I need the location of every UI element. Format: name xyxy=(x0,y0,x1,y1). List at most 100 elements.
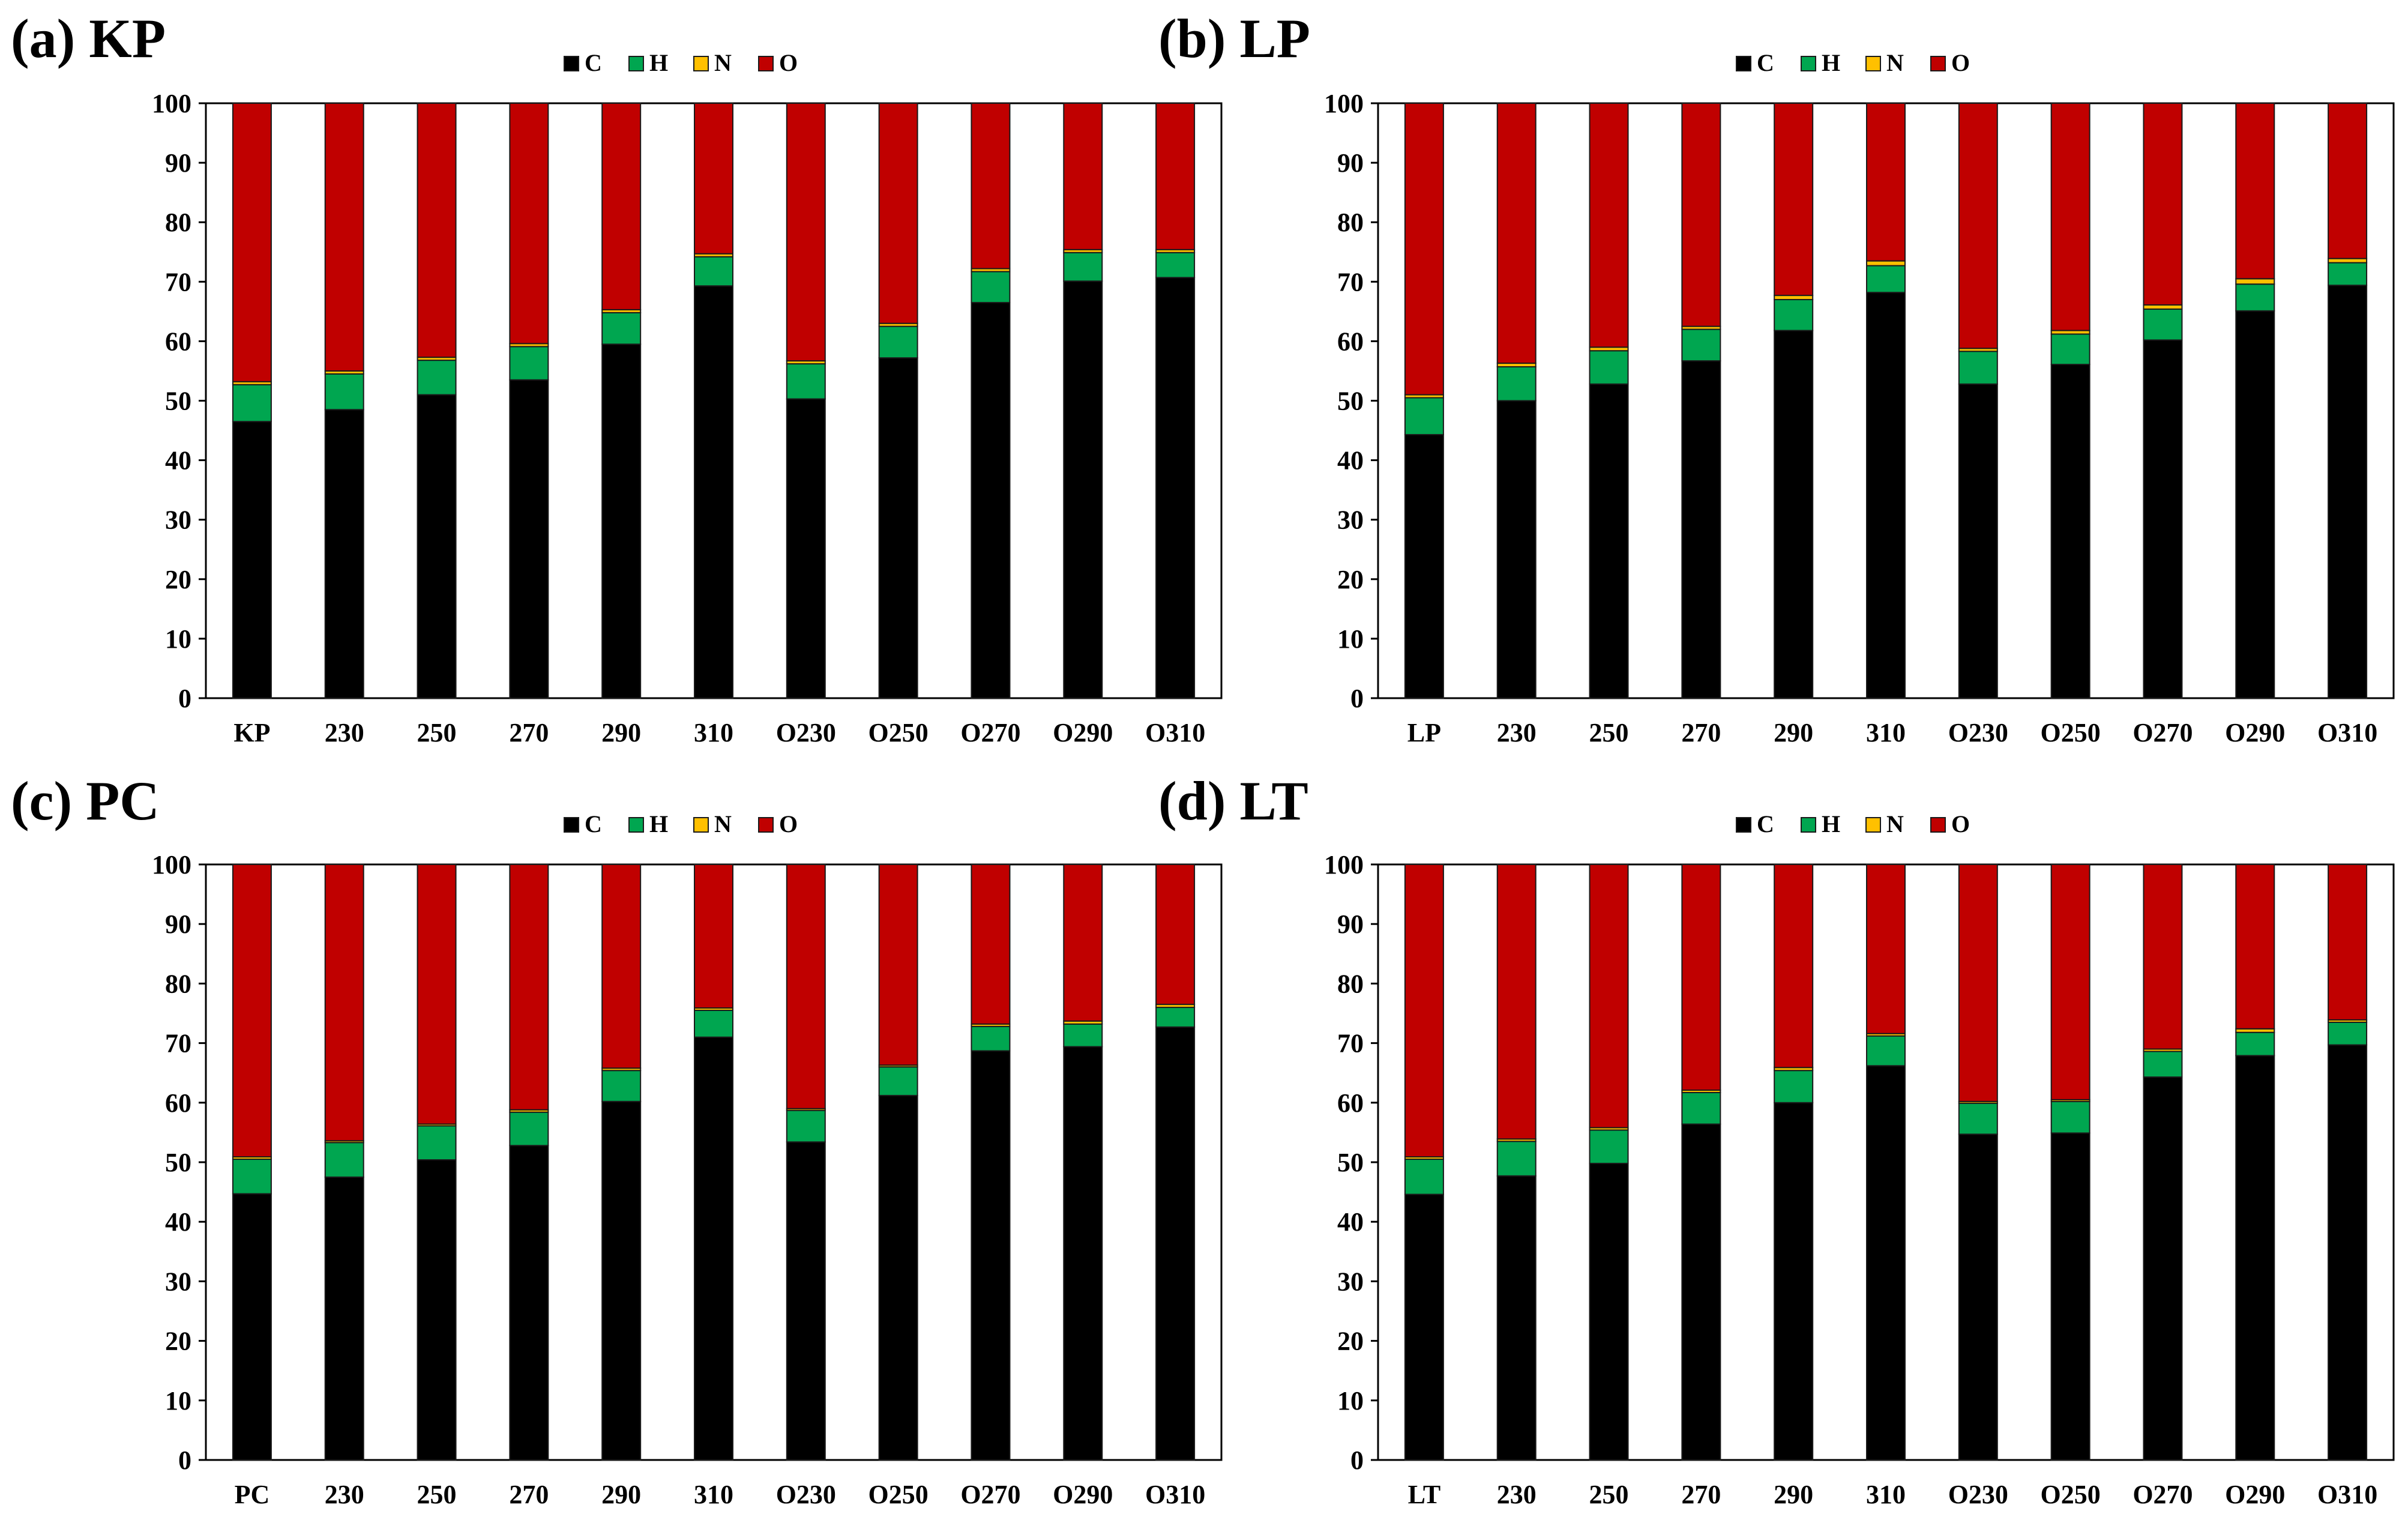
y-tick-label: 10 xyxy=(1337,624,1364,654)
y-tick-label: 80 xyxy=(165,969,191,998)
bar-segment-C-310 xyxy=(1866,1065,1906,1461)
bar-segment-H-310 xyxy=(694,256,733,287)
panel-title: (d) LT xyxy=(1158,770,1308,831)
legend-label-N: N xyxy=(1886,49,1904,76)
bar-segment-H-O310 xyxy=(1155,252,1196,279)
y-tick-label: 20 xyxy=(1337,565,1364,594)
bar-segment-H-230 xyxy=(1496,1141,1537,1177)
bar-segment-O-O310 xyxy=(1155,103,1196,250)
bar-segment-O-LT xyxy=(1404,864,1444,1158)
bar-segment-H-O250 xyxy=(878,325,918,359)
bar-segment-O-310 xyxy=(694,864,733,1009)
x-tick-label: 290 xyxy=(601,718,641,747)
bar-segment-C-O250 xyxy=(878,357,918,699)
bar-segment-C-250 xyxy=(417,394,457,699)
bar-segment-N-O310 xyxy=(2328,258,2368,264)
y-tick-label: 0 xyxy=(178,684,191,713)
bar-segment-O-290 xyxy=(601,864,642,1069)
legend-swatch-H xyxy=(628,817,644,833)
bar-segment-O-O290 xyxy=(1063,864,1103,1022)
y-tick-label: 20 xyxy=(1337,1327,1364,1356)
legend-swatch-O xyxy=(758,56,774,71)
y-tick-label: 80 xyxy=(1337,969,1364,998)
x-tick-label: O250 xyxy=(2041,718,2101,747)
bar-segment-H-O290 xyxy=(1063,1023,1103,1048)
bar-segment-H-250 xyxy=(417,360,457,396)
bar-segment-O-230 xyxy=(324,864,364,1142)
y-tick-label: 30 xyxy=(1337,1267,1364,1296)
bar-segment-H-O270 xyxy=(971,1025,1011,1052)
bar-segment-C-O230 xyxy=(786,1141,826,1461)
bar-segment-C-O250 xyxy=(2050,364,2090,699)
y-tick-label: 40 xyxy=(1337,446,1364,475)
bar-segment-H-O230 xyxy=(786,1109,826,1143)
bar-segment-H-KP xyxy=(232,384,272,423)
legend-swatch-N xyxy=(693,817,709,833)
x-tick-label: 290 xyxy=(1774,718,1813,747)
bar-segment-N-290 xyxy=(1774,295,1814,301)
bar-segment-H-250 xyxy=(1589,350,1629,385)
bar-segment-O-O250 xyxy=(878,103,918,324)
chart-panel-1: (b) LP 0 10 20 30 40 50 60 70 80 90 100 LP 230 250 270 2… xyxy=(1158,8,2395,747)
bar-segment-C-O290 xyxy=(2235,1055,2275,1461)
x-tick-label: 250 xyxy=(417,1480,457,1509)
legend-label-C: C xyxy=(585,810,602,837)
x-tick-label: 230 xyxy=(1497,718,1537,747)
legend-label-O: O xyxy=(1951,49,1970,76)
bar-segment-C-290 xyxy=(1774,1102,1814,1461)
bar-segment-C-O250 xyxy=(2050,1132,2090,1461)
bar-segment-H-PC xyxy=(232,1159,272,1195)
bar-segment-O-O310 xyxy=(1155,864,1196,1006)
bar-segment-O-O270 xyxy=(971,103,1011,270)
bar-segment-H-O310 xyxy=(1155,1007,1196,1028)
x-tick-label: 230 xyxy=(325,718,364,747)
legend-label-N: N xyxy=(714,810,732,837)
panel-title: (b) LP xyxy=(1158,8,1310,69)
bar-segment-N-O290 xyxy=(2235,278,2275,285)
bar-segment-O-O250 xyxy=(2050,103,2090,331)
x-tick-label: O230 xyxy=(1948,1480,2008,1509)
bar-segment-O-270 xyxy=(509,103,549,345)
bar-segment-O-250 xyxy=(417,864,457,1125)
bar-segment-C-LP xyxy=(1404,433,1444,699)
bar-segment-C-O290 xyxy=(1063,1046,1103,1461)
y-tick-label: 60 xyxy=(1337,1088,1364,1118)
x-tick-label: O290 xyxy=(2225,1480,2285,1509)
legend-swatch-H xyxy=(1801,56,1816,71)
y-tick-label: 30 xyxy=(1337,505,1364,535)
bar-segment-H-O250 xyxy=(2050,333,2090,366)
legend-label-O: O xyxy=(1951,810,1970,837)
y-tick-label: 10 xyxy=(165,1386,191,1416)
x-tick-label: O230 xyxy=(1948,718,2008,747)
bar-segment-C-310 xyxy=(694,285,733,699)
bar-segment-O-O230 xyxy=(786,864,826,1109)
chart-panel-0: (a) KP 0 10 20 30 40 50 60 70 80 90 100 KP 230 250 270 2… xyxy=(11,8,1223,747)
y-tick-label: 80 xyxy=(165,208,191,237)
bar-segment-O-250 xyxy=(417,103,457,358)
x-tick-label: O270 xyxy=(960,718,1020,747)
bar-segment-C-230 xyxy=(324,409,364,699)
legend-swatch-H xyxy=(1801,817,1816,833)
y-tick-label: 70 xyxy=(165,1029,191,1058)
x-tick-label: O270 xyxy=(2133,1480,2193,1509)
bar-segment-C-270 xyxy=(1681,360,1721,699)
bar-segment-O-KP xyxy=(232,103,272,382)
bar-segment-H-O270 xyxy=(2143,308,2183,341)
x-tick-label: 250 xyxy=(1589,718,1629,747)
panel-title: (c) PC xyxy=(11,770,160,831)
x-tick-label: 270 xyxy=(509,718,549,747)
bar-segment-N-O270 xyxy=(2143,304,2183,310)
legend-swatch-C xyxy=(564,817,579,833)
x-tick-label: 250 xyxy=(417,718,457,747)
bar-segment-C-KP xyxy=(232,421,272,699)
bar-segment-H-O290 xyxy=(1063,252,1103,282)
bar-segment-H-290 xyxy=(601,312,642,345)
x-tick-label: O310 xyxy=(1145,718,1205,747)
bar-segment-C-O270 xyxy=(971,1050,1011,1461)
bar-segment-H-LT xyxy=(1404,1159,1444,1195)
bar-segment-H-O250 xyxy=(878,1066,918,1096)
y-tick-label: 60 xyxy=(165,327,191,356)
bar-segment-O-290 xyxy=(1774,864,1814,1069)
bar-segment-H-O290 xyxy=(2235,283,2275,312)
